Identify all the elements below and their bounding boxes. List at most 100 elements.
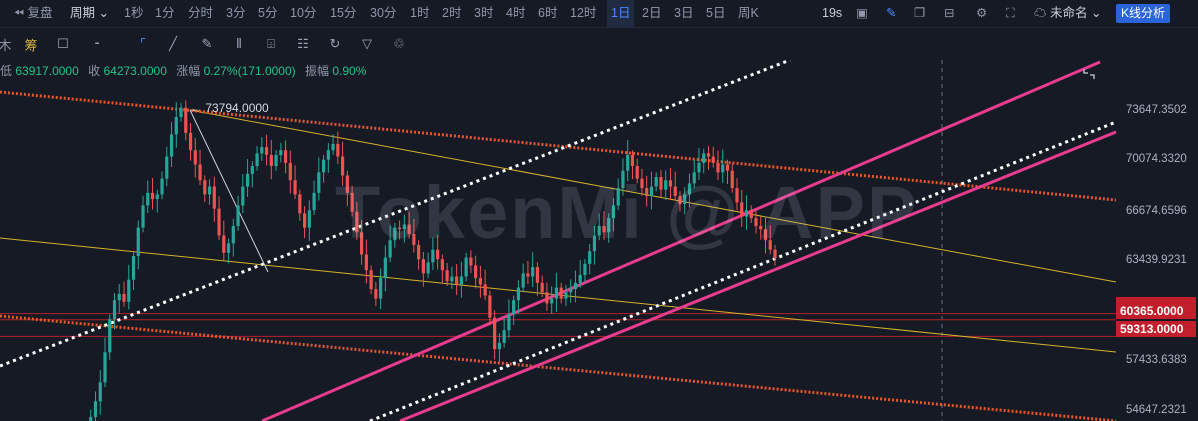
candle-body xyxy=(554,287,559,299)
interval-tab[interactable]: 2日 xyxy=(642,6,662,20)
candle-body xyxy=(545,292,549,304)
interval-tab[interactable]: 1时 xyxy=(410,6,430,20)
candle-body xyxy=(640,178,644,189)
interval-tab[interactable]: 3时 xyxy=(474,6,494,20)
candle-body xyxy=(283,150,288,163)
arc-tool-icon[interactable]: ↻ xyxy=(329,36,341,51)
candle-body xyxy=(711,156,715,163)
candle-body xyxy=(117,293,121,301)
candle-body xyxy=(559,287,563,299)
brush-settings-icon[interactable]: ⁃ xyxy=(93,36,101,51)
candle-body xyxy=(763,229,768,241)
candle-body xyxy=(744,210,749,217)
candle-body xyxy=(464,257,468,277)
ruler-icon[interactable]: ╱ xyxy=(169,36,177,51)
price-tag[interactable]: 60365.0000 xyxy=(1116,303,1196,319)
price-tick: 54647.2321 xyxy=(1126,404,1187,416)
interval-tab[interactable]: 1日 xyxy=(607,0,635,27)
candle-body xyxy=(122,293,126,302)
candle-body xyxy=(526,273,530,277)
candle-body xyxy=(383,257,387,279)
candle-body xyxy=(412,233,416,245)
candle-body xyxy=(692,172,696,184)
candle-body xyxy=(649,186,654,197)
white-dotted-line xyxy=(0,60,791,368)
interval-tab[interactable]: 30分 xyxy=(370,6,397,20)
candle-body xyxy=(217,208,221,236)
candle-body xyxy=(388,240,392,258)
candle-body xyxy=(198,164,202,181)
candle-body xyxy=(93,401,98,418)
pen-icon[interactable]: ✎ xyxy=(201,36,213,51)
candle-body xyxy=(421,259,425,274)
camera-icon[interactable]: ▣ xyxy=(856,6,868,20)
k-line-analysis-button[interactable]: K线分析 xyxy=(1116,4,1171,23)
lock-icon[interactable]: ⌹ xyxy=(267,36,275,51)
text-tool-icon[interactable]: ☷ xyxy=(297,36,309,51)
candle-body xyxy=(317,172,321,193)
candle-body xyxy=(360,232,364,255)
high-annotation: ← 73794.0000 xyxy=(190,101,269,115)
interval-tab[interactable]: 3分 xyxy=(226,6,246,20)
candle-body xyxy=(336,143,340,157)
interval-tab[interactable]: 2时 xyxy=(442,6,462,20)
fullscreen-icon[interactable]: ⛶ xyxy=(1006,6,1015,20)
candle-body xyxy=(678,196,682,204)
candle-body xyxy=(721,164,725,173)
trash-icon[interactable]: ♲ xyxy=(393,36,405,51)
candle-body xyxy=(488,295,492,318)
interval-tab[interactable]: 3日 xyxy=(674,6,694,20)
candle-body xyxy=(578,274,582,283)
candle-body xyxy=(222,235,226,253)
candle-body xyxy=(103,352,107,383)
magenta-channel-line xyxy=(261,60,1101,421)
interval-tab[interactable]: 1秒 xyxy=(124,6,144,20)
interval-tab[interactable]: 15分 xyxy=(330,6,357,20)
period-dropdown[interactable]: 周期 ⌄ xyxy=(70,6,109,20)
interval-tab[interactable]: 分时 xyxy=(188,6,214,20)
price-tick: 57433.6383 xyxy=(1126,354,1187,366)
interval-tab[interactable]: 4时 xyxy=(506,6,526,20)
select-tool-icon[interactable]: ⌜ xyxy=(139,36,147,51)
draw-icon[interactable]: ✎ xyxy=(886,6,897,20)
candle-body xyxy=(298,194,302,214)
candles-icon[interactable]: ⫴ xyxy=(236,36,242,51)
settings-icon[interactable]: ⚙ xyxy=(976,6,988,20)
candle-body xyxy=(635,166,639,179)
candle-body xyxy=(740,202,744,217)
candle-body xyxy=(374,289,378,299)
candle-body xyxy=(321,159,326,173)
candle-body xyxy=(302,213,307,228)
candle-body xyxy=(616,188,620,206)
add-window-icon[interactable]: ❐ xyxy=(914,6,926,20)
candle-body xyxy=(730,170,734,189)
replay-button[interactable]: ⏪︎ 复盘 xyxy=(14,6,53,20)
candle-body xyxy=(326,150,330,160)
candle-body xyxy=(474,265,478,279)
collapse-icon[interactable] xyxy=(1080,66,1098,82)
candle-body xyxy=(269,154,273,167)
price-tag-hidden xyxy=(1116,297,1196,305)
interval-tab[interactable]: 5日 xyxy=(706,6,726,20)
price-chart[interactable] xyxy=(0,60,1198,421)
candle-body xyxy=(588,251,592,264)
interval-tab[interactable]: 5分 xyxy=(258,6,278,20)
layout-dropdown[interactable]: ☁ 未命名 ⌄ xyxy=(1034,6,1102,20)
filter-icon[interactable]: ▽ xyxy=(362,36,372,51)
interval-tab[interactable]: 周K xyxy=(738,6,759,20)
magnet-icon[interactable]: ☐ xyxy=(57,36,69,51)
candle-body xyxy=(402,224,406,230)
toggle-icon[interactable]: ⊟ xyxy=(944,6,955,20)
candle-body xyxy=(440,259,444,271)
interval-tab[interactable]: 12时 xyxy=(570,6,597,20)
interval-tab[interactable]: 10分 xyxy=(290,6,317,20)
rewind-icon: ⏪︎ xyxy=(14,6,25,20)
interval-tab[interactable]: 6时 xyxy=(538,6,558,20)
toolbar-label-2[interactable]: 筹 xyxy=(24,37,38,53)
candle-body xyxy=(165,156,169,179)
price-tag[interactable]: 59313.0000 xyxy=(1116,321,1196,337)
price-tick: 70074.3320 xyxy=(1126,153,1187,165)
interval-tab[interactable]: 1分 xyxy=(155,6,175,20)
candle-body xyxy=(345,175,349,193)
candle-body xyxy=(288,162,292,181)
